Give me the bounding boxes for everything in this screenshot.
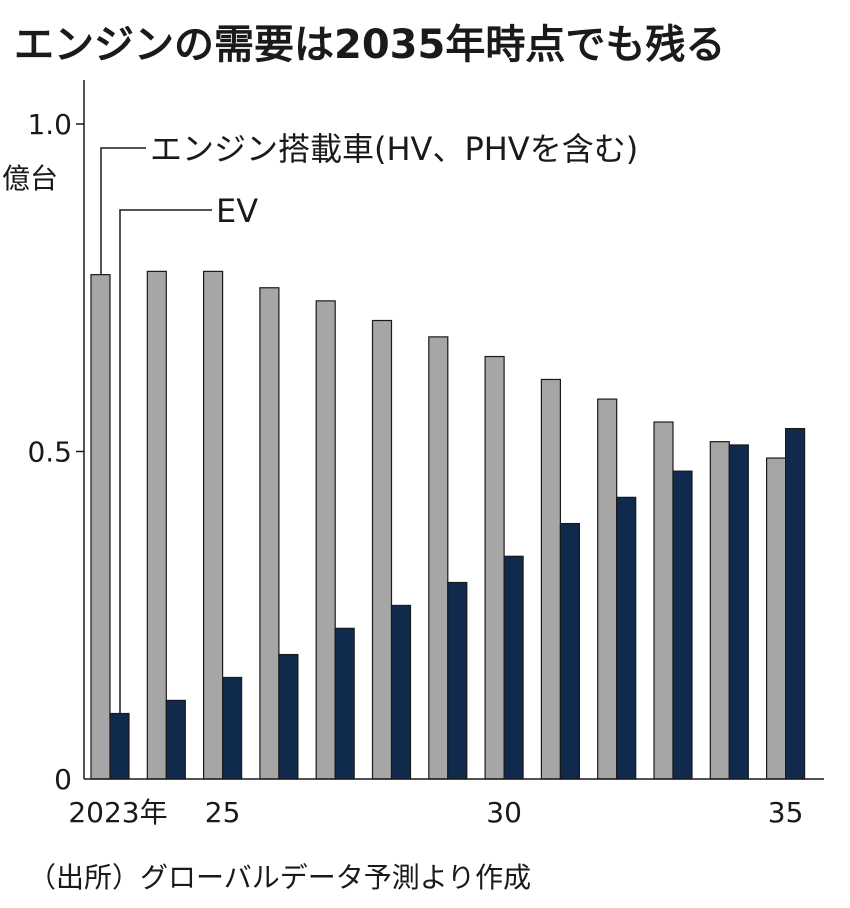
x-ticks-group: 2023年 25 30 35 — [68, 796, 803, 829]
bar-ev-2027 — [334, 627, 355, 780]
bar-engine-2023 — [90, 274, 111, 780]
bar-engine-2031 — [540, 378, 562, 780]
bar-ev-2025 — [222, 676, 243, 780]
bar-ev-2029 — [447, 581, 468, 780]
bar-engine-2029 — [428, 336, 449, 780]
bar-ev-2034 — [728, 444, 749, 780]
bar-engine-2033 — [653, 421, 674, 780]
bar-ev-2032 — [616, 496, 637, 780]
legend-label-engine: エンジン搭載車(HV、PHVを含む) — [150, 130, 638, 168]
bar-engine-2027 — [315, 300, 336, 780]
bar-engine-2025 — [203, 270, 224, 780]
x-tick-label: 30 — [486, 796, 522, 829]
bar-ev-2031 — [559, 522, 581, 780]
y-tick-label: 1.0 — [27, 108, 72, 141]
source-note: （出所）グローバルデータ予測より作成 — [28, 861, 532, 894]
bar-engine-2032 — [597, 398, 618, 780]
legend-leader-ev — [119, 209, 212, 714]
bar-ev-2023 — [109, 712, 130, 780]
bar-ev-2026 — [278, 653, 299, 780]
y-ticks-group: 0 0.5 1.0 — [27, 108, 84, 796]
chart-title: エンジンの需要は2035年時点でも残る — [14, 22, 726, 68]
legend-label-ev: EV — [216, 192, 258, 230]
y-tick-label: 0 — [54, 763, 72, 796]
bar-engine-2030 — [484, 355, 505, 780]
bar-ev-2024 — [165, 699, 186, 780]
bar-ev-2033 — [672, 470, 693, 780]
bar-engine-2024 — [146, 270, 167, 780]
x-tick-label: 35 — [768, 796, 804, 829]
x-tick-label: 25 — [205, 796, 241, 829]
bar-engine-2035 — [765, 457, 787, 780]
x-tick-label: 2023年 — [68, 796, 167, 829]
bar-engine-2026 — [259, 287, 280, 780]
bars-group — [90, 270, 806, 780]
legend-leader-engine — [100, 147, 146, 275]
bar-ev-2028 — [390, 604, 412, 780]
legend-group: エンジン搭載車(HV、PHVを含む) EV — [100, 130, 638, 714]
y-unit-label: 億台 — [2, 162, 58, 195]
bar-engine-2028 — [371, 319, 393, 780]
bar-ev-2030 — [503, 555, 524, 780]
y-tick-label: 0.5 — [27, 436, 72, 469]
bar-ev-2035 — [784, 427, 806, 780]
axes-group — [83, 80, 824, 780]
bar-engine-2034 — [709, 441, 730, 780]
